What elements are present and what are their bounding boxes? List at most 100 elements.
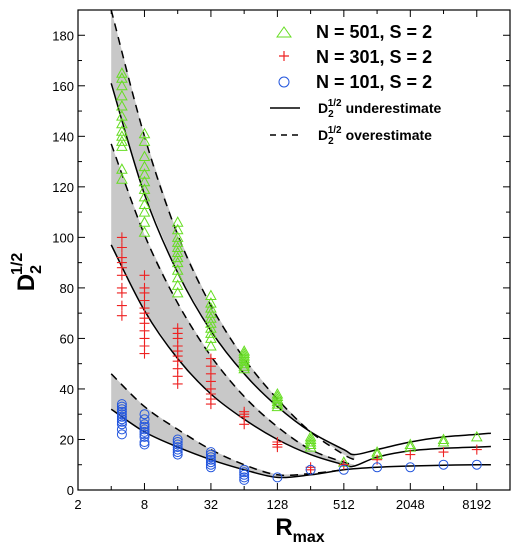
point-n501 (238, 347, 251, 359)
point-n501 (116, 117, 128, 129)
legend-underestimate-text: underestimate (346, 100, 442, 116)
point-n101 (116, 406, 127, 417)
point-n501 (116, 99, 128, 111)
point-n101 (239, 464, 250, 475)
point-n501 (138, 127, 151, 139)
point-n101 (116, 411, 127, 422)
point-n301 (116, 242, 127, 253)
point-n101 (305, 464, 316, 475)
point-n501 (116, 163, 128, 174)
legend-overestimate-sup: 1/2 (328, 125, 342, 136)
point-n101 (116, 404, 127, 415)
point-n501 (171, 279, 184, 290)
point-n501 (304, 430, 317, 442)
point-n101 (172, 437, 183, 447)
point-n101 (172, 442, 183, 453)
point-n101 (139, 409, 150, 420)
point-n501 (205, 327, 217, 338)
y-tick-label: 100 (52, 230, 74, 245)
point-n101 (239, 467, 250, 478)
point-n101 (116, 399, 127, 410)
point-n501 (116, 125, 128, 136)
point-n501 (138, 190, 151, 202)
point-n101 (205, 449, 216, 460)
x-axis: 2 8 32 128 512 2048 8192 (74, 10, 491, 512)
point-n501 (116, 89, 128, 101)
x-tick-label: 2 (74, 497, 81, 512)
legend-label-n501: N = 501, S = 2 (316, 22, 432, 42)
point-n101 (372, 462, 383, 473)
legend-triangle-marker (276, 26, 292, 38)
y-tick-label: 20 (60, 432, 74, 447)
y-tick-label: 60 (60, 331, 74, 346)
point-n101 (139, 429, 150, 440)
legend-label-underestimate: D21/2 underestimate (318, 98, 442, 120)
point-n501 (138, 183, 151, 194)
data-points (116, 67, 483, 485)
point-n501 (238, 357, 251, 369)
point-n501 (271, 393, 284, 404)
point-n501 (171, 264, 184, 275)
point-n301 (116, 282, 127, 293)
point-n101 (205, 459, 216, 470)
point-n101 (205, 452, 216, 463)
point-n501 (171, 231, 184, 242)
legend-entry-n101: N = 101, S = 2 (278, 72, 432, 92)
y-axis-title-sup: 1/2 (9, 253, 26, 275)
point-n101 (172, 449, 183, 460)
point-n101 (172, 434, 183, 445)
legend-label-n301: N = 301, S = 2 (316, 47, 432, 67)
x-axis-title: Rmax (275, 514, 324, 546)
point-n101 (205, 454, 216, 465)
point-n501 (138, 150, 151, 161)
point-n501 (304, 433, 317, 444)
point-n501 (205, 307, 217, 318)
point-n101 (205, 447, 216, 458)
point-n501 (116, 67, 128, 78)
point-n101 (438, 459, 449, 470)
point-n501 (205, 339, 217, 351)
point-n301 (239, 406, 250, 417)
legend-entry-overestimate: D21/2 overestimate (270, 125, 432, 147)
point-n501 (171, 216, 184, 227)
legend: N = 501, S = 2 N = 301, S = 2 N = 101, S… (270, 22, 442, 147)
shaded-bands (111, 10, 355, 478)
point-n501 (116, 173, 128, 184)
y-tick-label: 180 (52, 28, 74, 43)
point-n501 (138, 135, 151, 146)
x-tick-label: 8192 (462, 497, 491, 512)
point-n101 (205, 457, 216, 468)
x-tick-label: 2048 (396, 497, 425, 512)
point-n501 (205, 297, 217, 308)
legend-underestimate-d: D (318, 100, 328, 116)
plot-frame (77, 9, 511, 491)
point-n101 (172, 444, 183, 455)
point-n301 (338, 459, 349, 470)
point-n501 (304, 441, 317, 452)
x-tick-label: 512 (333, 497, 355, 512)
point-n501 (116, 79, 128, 91)
legend-circle-marker (278, 76, 290, 88)
point-n101 (139, 419, 150, 430)
y-tick-label: 80 (60, 281, 74, 296)
shaded-band (111, 373, 344, 478)
point-n501 (304, 435, 317, 447)
point-n101 (139, 424, 150, 435)
x-axis-title-main: R (275, 514, 292, 541)
point-n101 (139, 414, 150, 425)
legend-entry-n501: N = 501, S = 2 (276, 22, 432, 42)
legend-overestimate-d: D (318, 127, 328, 143)
x-tick-label: 128 (267, 497, 289, 512)
point-n501 (437, 433, 450, 444)
shaded-band (111, 143, 355, 466)
y-tick-label: 140 (52, 129, 74, 144)
point-n101 (239, 469, 250, 480)
point-n301 (116, 310, 127, 321)
y-axis-title-text: D21/2 (9, 253, 45, 292)
point-n501 (205, 317, 217, 328)
y-tick-label: 0 (67, 483, 74, 498)
point-n501 (437, 435, 450, 447)
y-tick-label: 120 (52, 180, 74, 195)
point-n101 (116, 409, 127, 420)
point-n501 (138, 226, 151, 237)
